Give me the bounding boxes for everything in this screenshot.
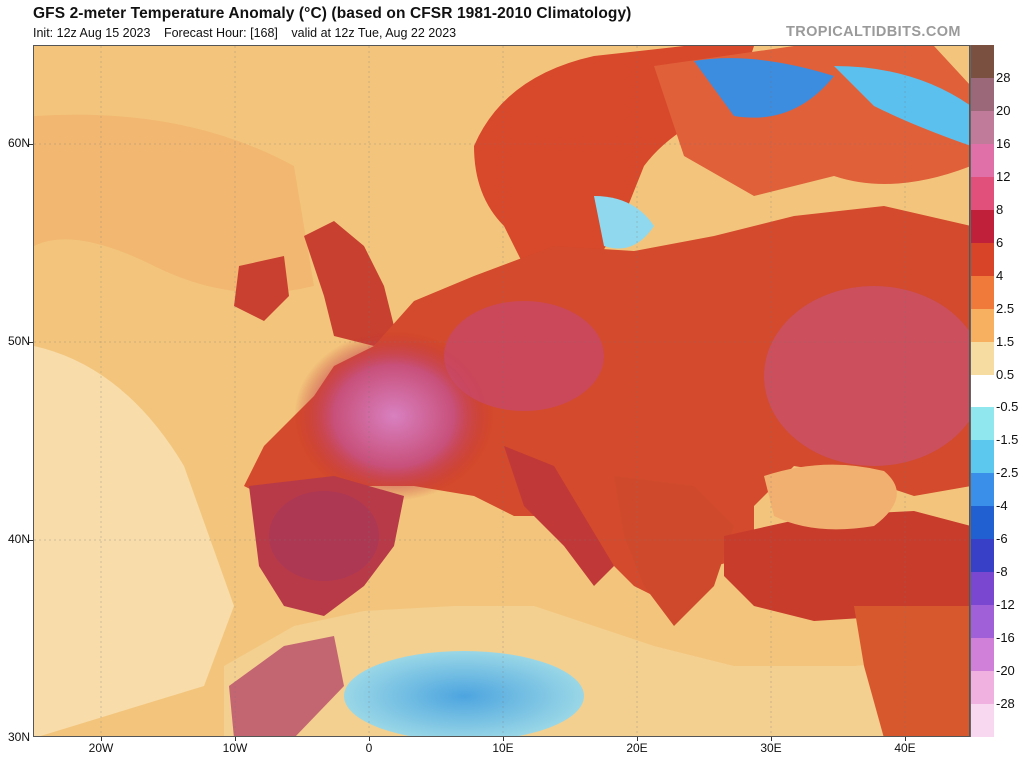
- middle-east-landmass: [854, 606, 969, 736]
- colorbar-label: 12: [996, 168, 1011, 184]
- colorbar-swatch: [970, 671, 994, 705]
- colorbar-label: -6: [996, 531, 1008, 547]
- colorbar-label: -20: [996, 663, 1015, 679]
- colorbar-swatch: [970, 539, 994, 573]
- lon-label-20w: 20W: [88, 741, 114, 755]
- lat-tick: [29, 144, 33, 145]
- lat-tick: [29, 342, 33, 343]
- colorbar-label: -4: [996, 498, 1008, 514]
- lon-label-20e: 20E: [626, 741, 648, 755]
- colorbar-swatch: [970, 242, 994, 276]
- colorbar-label: 28: [996, 69, 1011, 85]
- init-time: Init: 12z Aug 15 2023: [33, 26, 151, 40]
- forecast-hour: Forecast Hour: [168]: [163, 26, 278, 40]
- lat-label-50n: 50N: [7, 334, 30, 348]
- france-heat-core: [294, 331, 494, 501]
- continental-europe-landmass: [244, 206, 969, 606]
- map-canvas: [34, 46, 969, 736]
- colorbar-swatch: [970, 605, 994, 639]
- colorbar-swatch: [970, 506, 994, 540]
- colorbar-swatch: [970, 45, 994, 78]
- atlantic-neutral-area: [34, 346, 234, 736]
- lon-tick: [905, 737, 906, 741]
- colorbar-swatch: [970, 341, 994, 375]
- map-graticule: [34, 46, 969, 736]
- baltic-cool-anomaly: [594, 196, 654, 249]
- lat-label-60n: 60N: [7, 136, 30, 150]
- colorbar-label: 4: [996, 267, 1004, 283]
- colorbar-swatch: [970, 176, 994, 210]
- colorbar-swatch: [970, 572, 994, 606]
- valid-time: valid at 12z Tue, Aug 22 2023: [291, 26, 457, 40]
- ireland-landmass: [234, 256, 289, 321]
- balkans-landmass: [614, 476, 734, 626]
- colorbar-swatch: [970, 638, 994, 672]
- colorbar-swatch: [970, 275, 994, 309]
- brand-watermark: TROPICALTIDBITS.COM: [786, 24, 961, 40]
- lon-tick: [369, 737, 370, 741]
- cold-anomaly-northeast: [834, 66, 969, 146]
- lon-tick: [503, 737, 504, 741]
- colorbar-swatch: [970, 440, 994, 474]
- colorbar-label: 6: [996, 234, 1004, 250]
- colorbar-label: 16: [996, 135, 1011, 151]
- lat-tick: [29, 540, 33, 541]
- colorbar-label: 0.5: [996, 366, 1015, 382]
- turkey-landmass: [724, 511, 969, 626]
- colorbar-label: 8: [996, 201, 1004, 217]
- lon-tick: [771, 737, 772, 741]
- colorbar-swatch: [970, 110, 994, 144]
- colorbar-swatch: [970, 374, 994, 408]
- colorbar-label: -1.5: [996, 432, 1019, 448]
- colorbar-label: -0.5: [996, 399, 1019, 415]
- black-sea: [764, 464, 897, 530]
- lon-label-10w: 10W: [222, 741, 248, 755]
- iberia-heat-core: [269, 491, 379, 581]
- lat-label-30n: 30N: [7, 730, 30, 744]
- colorbar-swatch: [970, 704, 994, 738]
- italy-landmass: [504, 446, 614, 586]
- colorbar-label: -2.5: [996, 465, 1019, 481]
- eastern-europe-heat-core: [764, 286, 969, 466]
- morocco-heat-core: [229, 636, 344, 736]
- colorbar-swatch: [970, 143, 994, 177]
- lon-label-10e: 10E: [492, 741, 514, 755]
- lon-tick: [235, 737, 236, 741]
- colorbar-swatch: [970, 77, 994, 111]
- anomaly-map: [33, 45, 970, 737]
- lon-label-0: 0: [365, 741, 373, 755]
- lon-label-30e: 30E: [760, 741, 782, 755]
- colorbar-label: 1.5: [996, 333, 1015, 349]
- colorbar-swatch: [970, 407, 994, 441]
- colorbar-swatch: [970, 209, 994, 243]
- colorbar-label: -12: [996, 597, 1015, 613]
- colorbar-label: -8: [996, 564, 1008, 580]
- colorbar-label: -16: [996, 630, 1015, 646]
- germany-heat-core: [444, 301, 604, 411]
- colorbar-swatch: [970, 308, 994, 342]
- chart-title: GFS 2-meter Temperature Anomaly (°C) (ba…: [33, 5, 632, 22]
- colorbar-label: -28: [996, 696, 1015, 712]
- colorbar-label: 20: [996, 102, 1011, 118]
- cold-anomaly-north: [694, 58, 834, 118]
- chart-subtitle: Init: 12z Aug 15 2023 Forecast Hour: [16…: [33, 26, 466, 40]
- lon-tick: [101, 737, 102, 741]
- north-atlantic-area: [34, 114, 314, 293]
- sahara-cool-anomaly: [344, 651, 584, 736]
- britain-landmass: [304, 221, 394, 346]
- colorbar-swatch: [970, 473, 994, 507]
- lat-label-40n: 40N: [7, 532, 30, 546]
- lon-tick: [637, 737, 638, 741]
- colorbar-legend: 28 20 16 12 8 6 4 2.5 1.5 0.5 -0.5 -1.5 -2.5 -4 -6 -8 -1…: [970, 45, 1024, 738]
- colorbar-label: 2.5: [996, 300, 1015, 316]
- lon-label-40e: 40E: [894, 741, 916, 755]
